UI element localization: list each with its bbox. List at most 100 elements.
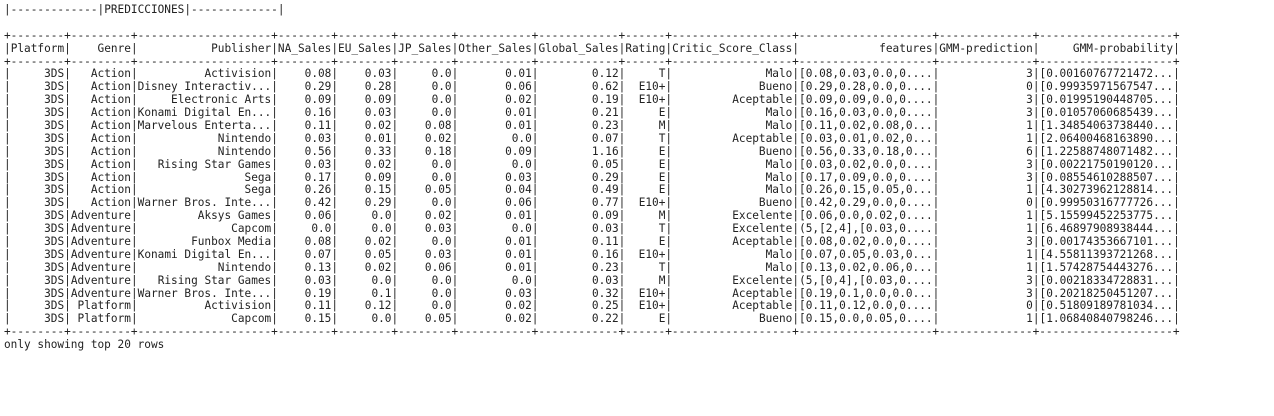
table-cell: Excelente xyxy=(732,209,793,223)
table-cell: Rising Star Games xyxy=(157,273,272,287)
table-cell: 0.0 xyxy=(511,273,532,287)
table-cell: 0.23 xyxy=(591,119,619,133)
table-cell: 0.02 xyxy=(364,235,392,249)
column-header: GMM-prediction xyxy=(939,41,1033,55)
column-header: Global_Sales xyxy=(538,41,619,55)
table-cell: 1 xyxy=(1026,131,1033,145)
table-cell: 3DS xyxy=(44,312,65,326)
table-cell: 0.03 xyxy=(424,222,452,236)
table-cell: 1 xyxy=(1026,312,1033,326)
table-cell: 0.02 xyxy=(364,119,392,133)
table-cell: [5.15599452253775... xyxy=(1039,209,1174,223)
table-cell: Platform xyxy=(77,312,131,326)
table-cell: 0.05 xyxy=(591,157,619,171)
table-row: | 3DS| Action|Disney Interactiv...| 0.29… xyxy=(4,80,1180,94)
table-cell: 0.02 xyxy=(424,209,452,223)
table-cell: 0.03 xyxy=(505,286,532,300)
table-cell: 1 xyxy=(1026,119,1033,133)
column-header: EU_Sales xyxy=(338,41,392,55)
table-cell: [0.15,0.0,0.05,0.... xyxy=(799,312,933,326)
table-cell: 0.19 xyxy=(304,286,332,300)
table-cell: 3DS xyxy=(44,144,65,158)
table-cell: 0.08 xyxy=(304,235,332,249)
table-cell: 0.01 xyxy=(505,260,532,274)
table-cell: 3DS xyxy=(44,222,65,236)
table-cell: Adventure xyxy=(70,273,131,287)
table-row: | 3DS| Action| Sega| 0.26| 0.15| 0.05| 0… xyxy=(4,183,1180,197)
table-cell: Aceptable xyxy=(732,235,793,249)
table-cell: Adventure xyxy=(70,286,131,300)
table-cell: E xyxy=(658,144,666,158)
table-row: | 3DS| Action| Rising Star Games| 0.03| … xyxy=(4,157,1180,171)
table-cell: 0.09 xyxy=(364,170,392,184)
table-cell: Bueno xyxy=(758,312,793,326)
table-cell: Action xyxy=(90,196,131,210)
table-cell: 0 xyxy=(1026,196,1033,210)
table-cell: 0.25 xyxy=(591,299,619,313)
column-header: GMM-probability xyxy=(1072,41,1174,55)
table-cell: Disney Interactiv... xyxy=(137,80,272,94)
table-cell: [0.11,0.12,0.0,0.... xyxy=(799,299,933,313)
table-cell: 0.23 xyxy=(591,260,619,274)
table-cell: (5,[0,4],[0.03,0.... xyxy=(799,273,933,287)
table-cell: 3DS xyxy=(44,119,65,133)
table-cell: [0.08,0.02,0.0,0.... xyxy=(799,235,933,249)
table-border-header: +--------+---------+--------------------… xyxy=(4,54,1180,68)
table-cell: E xyxy=(658,157,666,171)
table-cell: Aceptable xyxy=(732,286,793,300)
table-cell: 0.03 xyxy=(304,157,332,171)
table-row: | 3DS|Adventure| Aksys Games| 0.06| 0.0|… xyxy=(4,209,1180,223)
table-cell: Nintendo xyxy=(217,131,272,145)
table-cell: [0.00221750190120... xyxy=(1039,157,1174,171)
table-cell: Action xyxy=(90,67,131,81)
table-cell: 0.15 xyxy=(304,312,332,326)
table-cell: 3DS xyxy=(44,80,65,94)
table-cell: Malo xyxy=(765,67,793,81)
column-header: Genre xyxy=(97,41,131,55)
table-cell: 0.0 xyxy=(511,157,532,171)
table-cell: 3DS xyxy=(44,209,65,223)
table-cell: Bueno xyxy=(758,80,793,94)
table-cell: E10+ xyxy=(638,286,666,300)
table-cell: Adventure xyxy=(70,222,131,236)
table-cell: Konami Digital En... xyxy=(137,106,272,120)
table-cell: T xyxy=(658,260,666,274)
table-cell: [0.17,0.09,0.0,0.... xyxy=(799,170,933,184)
table-cell: [0.51809189781034... xyxy=(1039,299,1174,313)
table-cell: 0.0 xyxy=(431,80,452,94)
table-cell: Sega xyxy=(244,170,272,184)
table-cell: 0.0 xyxy=(431,299,452,313)
table-cell: 0.11 xyxy=(304,119,332,133)
table-cell: 3DS xyxy=(44,235,65,249)
table-cell: 0.01 xyxy=(505,119,532,133)
table-row: | 3DS|Adventure|Warner Bros. Inte...| 0.… xyxy=(4,286,1180,300)
column-header: Other_Sales xyxy=(458,41,532,55)
table-cell: [0.01995190448705... xyxy=(1039,93,1174,107)
table-cell: Warner Bros. Inte... xyxy=(137,286,272,300)
table-cell: Marvelous Enterta... xyxy=(137,119,272,133)
table-cell: 0.0 xyxy=(431,93,452,107)
table-cell: Action xyxy=(90,106,131,120)
table-cell: 0.09 xyxy=(364,93,392,107)
table-cell: 3 xyxy=(1026,273,1033,287)
table-cell: 0.03 xyxy=(364,67,392,81)
table-cell: 3 xyxy=(1026,157,1033,171)
table-cell: 0.0 xyxy=(511,131,532,145)
column-header: JP_Sales xyxy=(398,41,452,55)
table-cell: 0.49 xyxy=(591,183,619,197)
table-cell: E10+ xyxy=(638,299,666,313)
column-header: Rating xyxy=(625,41,666,55)
table-cell: Malo xyxy=(765,170,793,184)
table-cell: 0.09 xyxy=(505,144,532,158)
table-cell: 0.01 xyxy=(364,131,392,145)
table-cell: M xyxy=(658,273,666,287)
table-cell: [0.42,0.29,0.0,0.... xyxy=(799,196,933,210)
table-cell: T xyxy=(658,131,666,145)
table-cell: 0.06 xyxy=(505,196,532,210)
table-cell: 0.03 xyxy=(304,131,332,145)
table-cell: [0.19,0.1,0.0,0.0... xyxy=(799,286,933,300)
table-row: | 3DS|Adventure| Nintendo| 0.13| 0.02| 0… xyxy=(4,260,1180,274)
table-cell: Excelente xyxy=(732,222,793,236)
table-cell: 3 xyxy=(1026,106,1033,120)
table-cell: E xyxy=(658,106,666,120)
